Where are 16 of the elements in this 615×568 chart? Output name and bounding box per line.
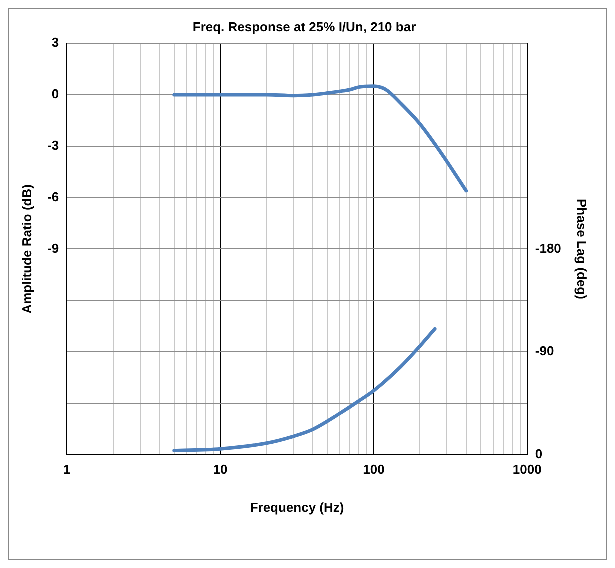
y-tick-label: 3 xyxy=(52,35,60,50)
x-tick-label: 1000 xyxy=(512,462,542,478)
y-tick-label: -6 xyxy=(48,189,60,204)
x-tick-label: 1 xyxy=(64,462,71,478)
x-tick-label: 100 xyxy=(363,462,385,478)
y2-axis-title: Phase Lag (deg) xyxy=(574,198,590,300)
y-axis-title: Amplitude Ratio (dB) xyxy=(19,184,34,314)
x-axis-title: Frequency (Hz) xyxy=(250,500,344,515)
y-tick-label: -3 xyxy=(48,138,60,153)
chart-title: Freq. Response at 25% I/Un, 210 bar xyxy=(192,19,416,34)
y2-tick-label: -180 xyxy=(535,240,562,256)
y2-tick-label: -90 xyxy=(535,344,554,359)
x-tick-label: 10 xyxy=(213,462,228,478)
y2-tick-label: 0 xyxy=(535,446,543,462)
y-tick-label: 0 xyxy=(52,86,60,102)
y-tick-label: -9 xyxy=(48,240,60,256)
